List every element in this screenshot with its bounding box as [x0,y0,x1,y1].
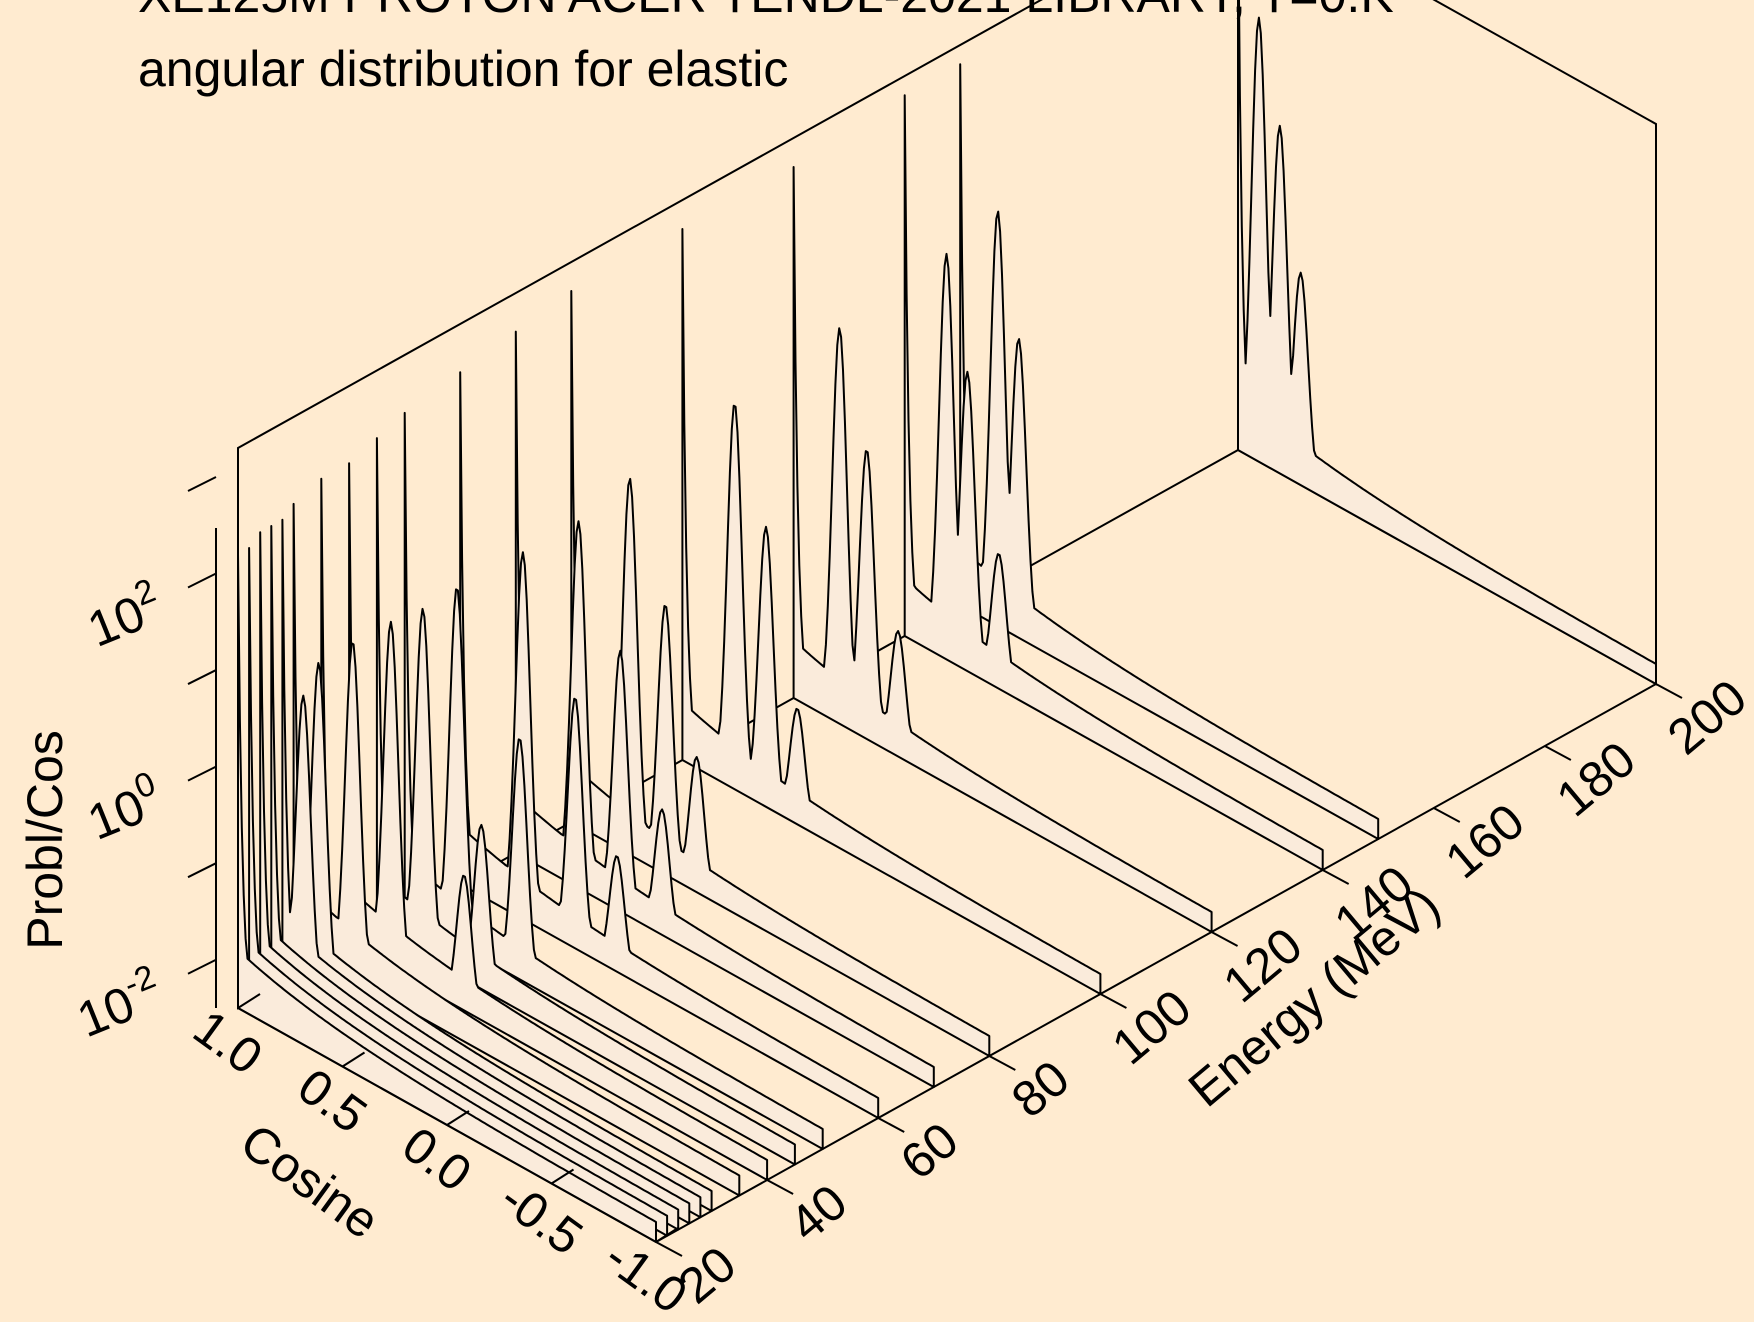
curve-E26 [270,525,691,1225]
z-tick-exponent: 2 [129,571,161,613]
z-tick [187,476,217,492]
x-axis-label: Cosine [231,1113,390,1250]
x-tick [341,1051,366,1068]
z-tick-exponent: 0 [129,764,161,806]
y-tick [1099,993,1127,1009]
x-tick [550,1168,575,1185]
y-tick [988,1055,1016,1071]
z-tick [187,958,217,975]
z-tick [187,669,217,685]
curve-E120 [792,166,1213,933]
curve-E45 [375,437,796,1166]
z-axis-label: Probl/Cos [17,730,73,950]
y-axis-label: Energy (MeV) [1178,876,1450,1117]
curve-E150 [959,63,1380,840]
curve-E200 [1237,0,1657,685]
y-tick [1544,745,1572,761]
z-tick [187,765,217,782]
x-tick [237,993,261,1009]
y-tick [1655,683,1683,699]
curve-E60 [459,371,880,1119]
curve-E40 [348,462,769,1181]
z-tick-exponent: -2 [118,958,160,1005]
curve-E20 [237,553,657,1243]
z-tick-label: 10-2 [67,958,170,1049]
curve-E22 [248,547,669,1237]
y-tick-label: 80 [1001,1050,1080,1129]
x-tick [446,1110,470,1126]
curve-E80 [570,290,991,1057]
y-tick [655,1241,683,1257]
y-tick-label: 180 [1546,731,1646,828]
z-tick [187,572,217,589]
y-tick-label: 40 [779,1174,858,1253]
y-tick [877,1117,905,1133]
y-tick-label: 60 [890,1112,969,1191]
curves [237,0,1657,1243]
y-tick-label: 160 [1435,793,1535,890]
z-tick [187,862,217,879]
chart-subtitle: angular distribution for elastic [138,41,788,97]
y-tick-label: 200 [1657,669,1754,766]
y-tick [766,1179,794,1195]
curve-E35 [320,477,741,1197]
y-tick-label: 100 [1102,979,1202,1076]
z-tick-label: 102 [77,571,170,657]
y-tick [1322,869,1350,885]
curve-E140 [903,94,1324,871]
curve-E100 [681,228,1102,995]
z-tick-label: 100 [77,764,170,850]
curve-E24 [259,531,680,1231]
curve-E28 [281,518,702,1219]
y-tick [1433,807,1461,823]
y-tick [1211,931,1239,947]
chart-title: XE125M PROTON ACER TENDL-2021 LIBRARY, T… [138,0,1394,23]
y-axis-line [655,683,1657,1243]
